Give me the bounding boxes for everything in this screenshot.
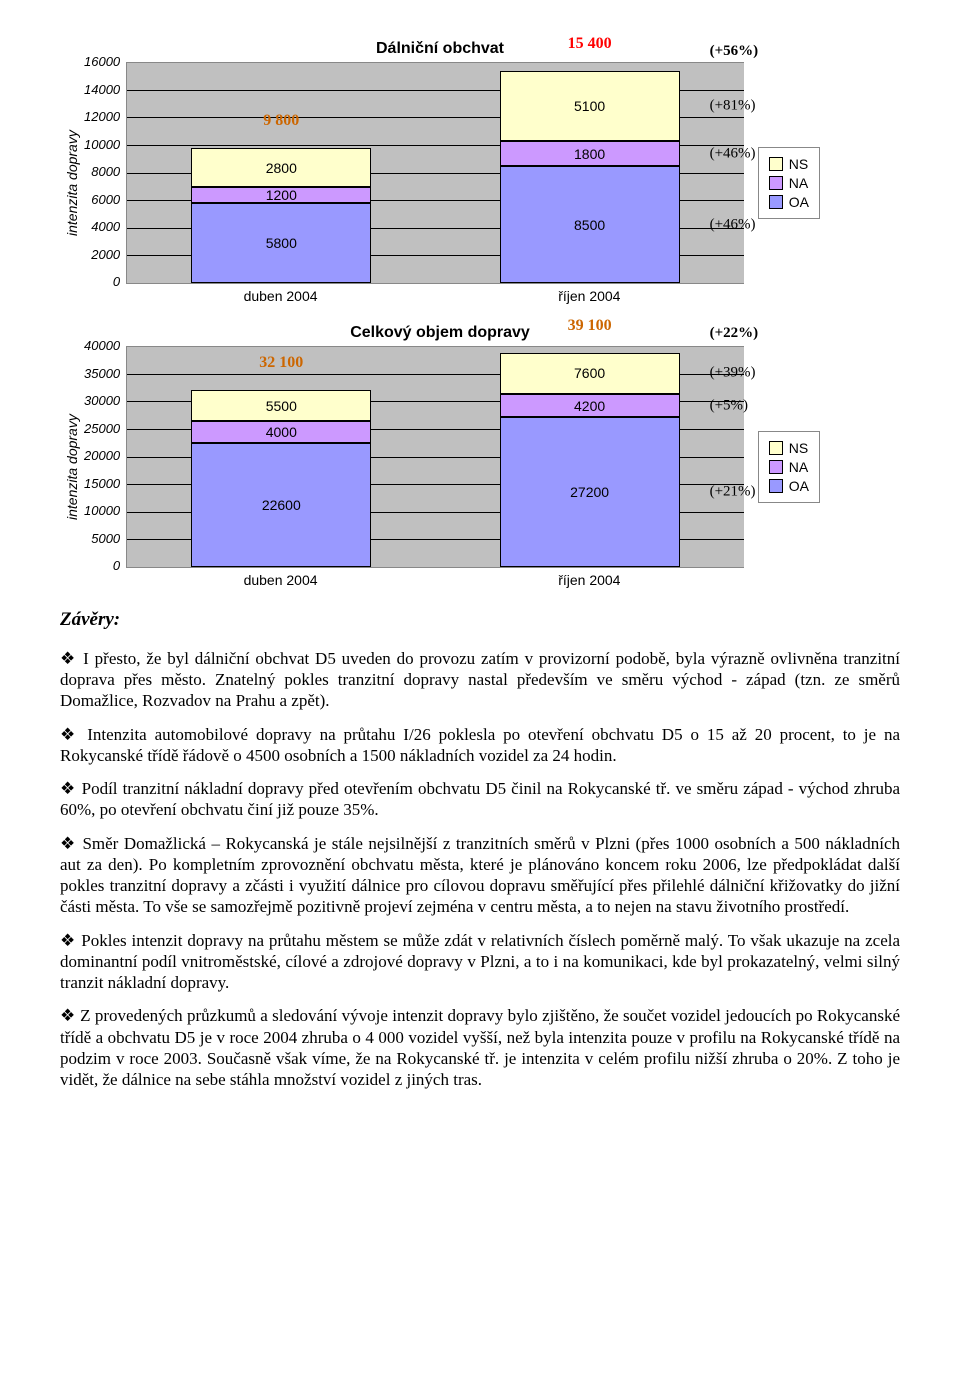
bar-segment-pct: (+5%) — [710, 397, 790, 414]
legend-label: OA — [789, 194, 809, 210]
bar-segment-oa: 22600 — [191, 443, 371, 567]
legend-label: NS — [789, 440, 808, 456]
bar-segment-na: 1800 — [500, 141, 680, 166]
bullet-paragraph: ❖ I přesto, že byl dálniční obchvat D5 u… — [60, 648, 900, 712]
bar-total-label: 32 100 — [181, 354, 381, 372]
bar-total-label: 39 100 — [490, 317, 690, 335]
chart-title: Celkový objem dopravy — [60, 324, 820, 342]
chart-y-label: intenzita dopravy — [60, 62, 84, 304]
legend-swatch — [769, 460, 783, 474]
bullet-paragraph: ❖ Pokles intenzit dopravy na průtahu měs… — [60, 930, 900, 994]
chart-x-axis: duben 2004říjen 2004 — [126, 572, 744, 588]
chart-dalnicni-obchvat: Dálniční obchvat intenzita dopravy1600014… — [60, 40, 820, 304]
bullet-icon: ❖ — [60, 649, 83, 668]
bar-group: 9 800280012005800 — [191, 148, 371, 283]
chart-x-axis: duben 2004říjen 2004 — [126, 288, 744, 304]
bullet-icon: ❖ — [60, 834, 82, 853]
bar-segment-pct: (+21%) — [710, 484, 790, 501]
chart-celkovy-objem: Celkový objem dopravyintenzita dopravy40… — [60, 324, 820, 588]
legend-item-ns: NS — [769, 440, 809, 456]
bar-segment-pct: (+46%) — [710, 216, 790, 233]
legend-label: NA — [789, 175, 808, 191]
chart-plot-area: 9 80028001200580015 400(+56%)51001800850… — [126, 62, 744, 284]
bar-group: 39 100(+22%)7600420027200(+39%)(+5%)(+21… — [500, 353, 680, 567]
chart-y-label: intenzita dopravy — [60, 346, 84, 588]
bar-segment-oa: 8500 — [500, 166, 680, 283]
bar-total-pct: (+56%) — [710, 43, 790, 60]
bar-total-label: 9 800 — [181, 112, 381, 130]
chart-y-axis: 1600014000120001000080006000400020000 — [84, 62, 126, 282]
bullet-icon: ❖ — [60, 1006, 80, 1025]
chart-plot-area: 32 100550040002260039 100(+22%)760042002… — [126, 346, 744, 568]
bar-segment-pct: (+81%) — [710, 98, 790, 115]
bullet-icon: ❖ — [60, 931, 81, 950]
bar-group: 15 400(+56%)510018008500(+81%)(+46%)(+46… — [500, 71, 680, 283]
legend-label: NA — [789, 459, 808, 475]
bullet-paragraph: ❖ Intenzita automobilové dopravy na průt… — [60, 724, 900, 767]
bar-total-pct: (+22%) — [710, 325, 790, 342]
legend-label: NS — [789, 156, 808, 172]
legend-swatch — [769, 176, 783, 190]
bar-segment-ns: 5100 — [500, 71, 680, 141]
bar-segment-oa: 27200 — [500, 417, 680, 567]
bar-segment-oa: 5800 — [191, 203, 371, 283]
text-body: Závěry: ❖ I přesto, že byl dálniční obch… — [60, 608, 900, 1090]
legend-item-na: NA — [769, 175, 809, 191]
bar-total-label: 15 400 — [490, 35, 690, 53]
bullet-icon: ❖ — [60, 779, 82, 798]
bullet-paragraph: ❖ Z provedených průzkumů a sledování výv… — [60, 1005, 900, 1090]
chart-title: Dálniční obchvat — [60, 40, 820, 58]
bullet-icon: ❖ — [60, 725, 87, 744]
legend-swatch — [769, 441, 783, 455]
bar-segment-ns: 5500 — [191, 390, 371, 420]
bar-segment-pct: (+39%) — [710, 365, 790, 382]
bar-segment-na: 4000 — [191, 421, 371, 443]
bar-segment-pct: (+46%) — [710, 145, 790, 162]
bar-group: 32 1005500400022600 — [191, 390, 371, 567]
chart-y-axis: 4000035000300002500020000150001000050000 — [84, 346, 126, 566]
zavery-heading: Závěry: — [60, 608, 900, 632]
legend-label: OA — [789, 478, 809, 494]
legend-swatch — [769, 195, 783, 209]
bar-segment-na: 4200 — [500, 394, 680, 417]
legend-item-oa: OA — [769, 194, 809, 210]
bullet-paragraph: ❖ Směr Domažlická – Rokycanská je stále … — [60, 833, 900, 918]
bar-segment-na: 1200 — [191, 187, 371, 204]
bullet-paragraph: ❖ Podíl tranzitní nákladní dopravy před … — [60, 778, 900, 821]
bar-segment-ns: 7600 — [500, 353, 680, 395]
legend-item-na: NA — [769, 459, 809, 475]
bar-segment-ns: 2800 — [191, 148, 371, 187]
